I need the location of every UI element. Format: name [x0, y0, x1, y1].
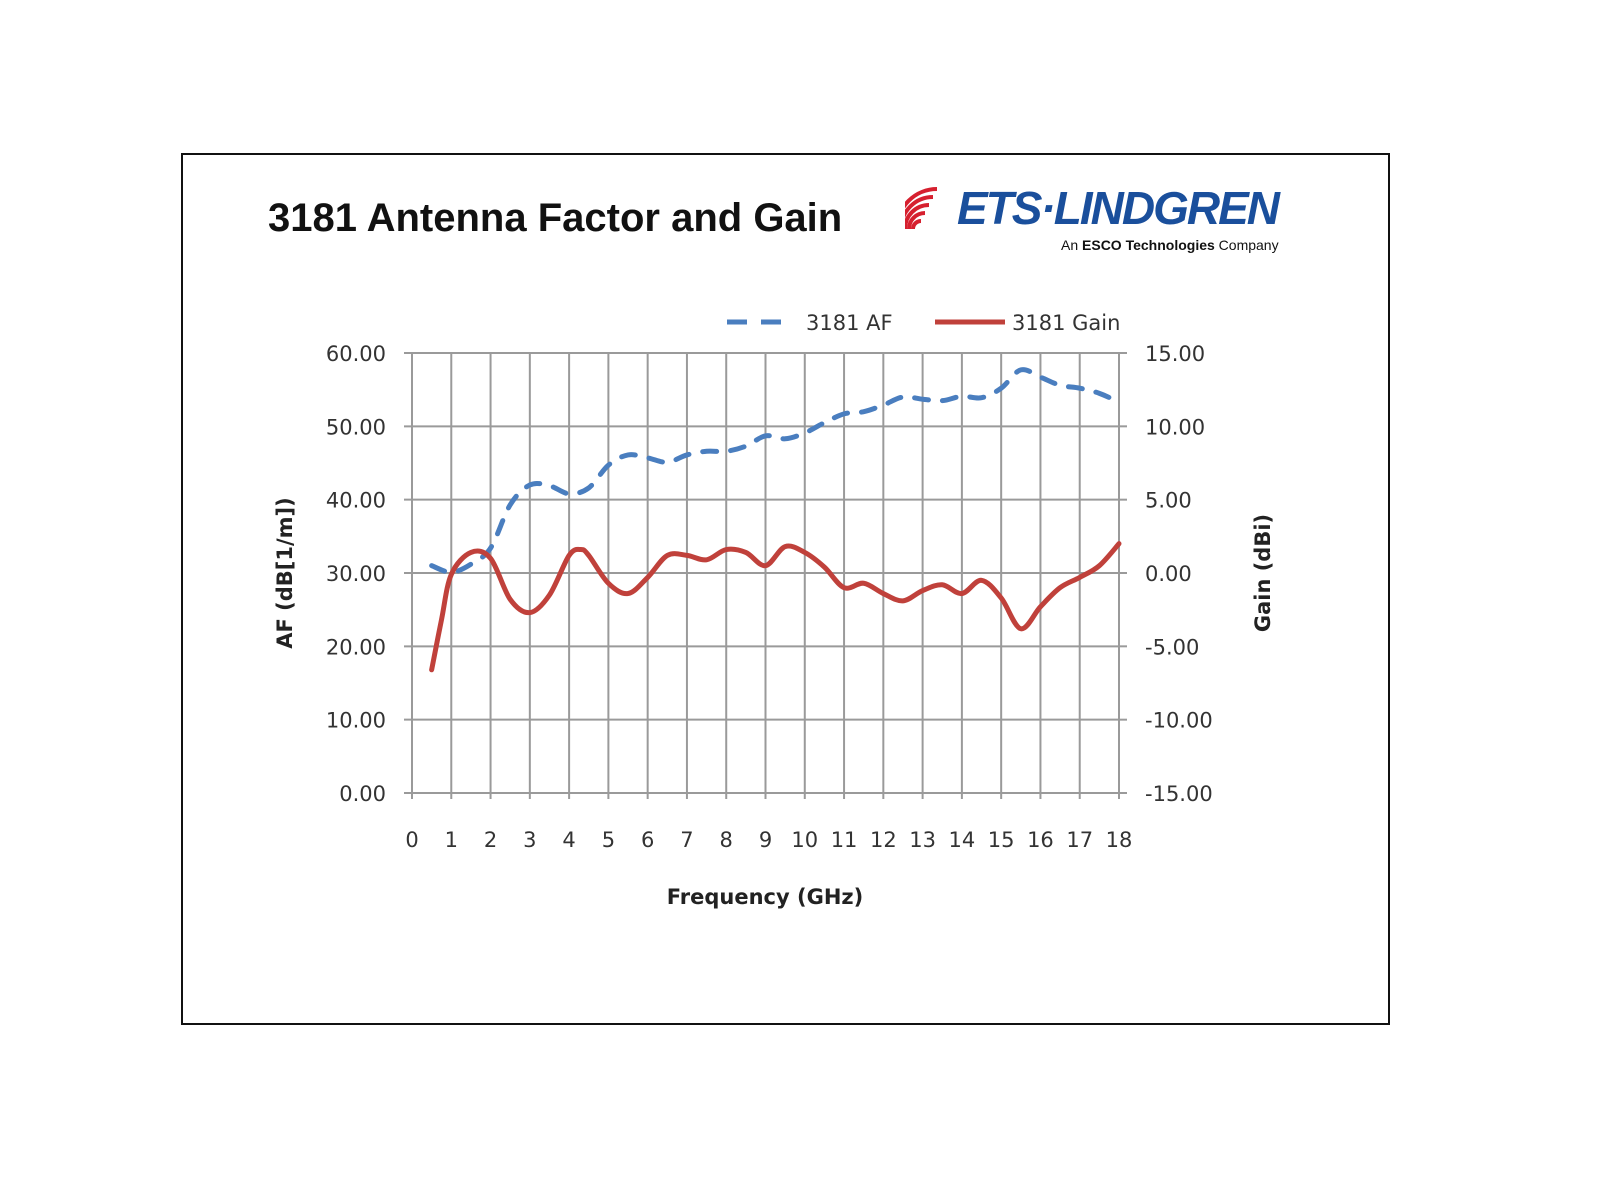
y-tick-label: 20.00 [326, 635, 386, 659]
x-tick-label: 12 [870, 828, 897, 852]
y2-tick-label: 15.00 [1145, 342, 1205, 366]
y2-tick-label: 5.00 [1145, 489, 1192, 513]
x-tick-label: 9 [759, 828, 772, 852]
x-tick-label: 14 [949, 828, 976, 852]
y-tick-label: 50.00 [326, 415, 386, 439]
y-tick-label: 30.00 [326, 562, 386, 586]
y2-tick-label: 0.00 [1145, 562, 1192, 586]
signal-waves-icon [905, 187, 938, 230]
logo-tagline-prefix: An [1061, 237, 1083, 253]
x-tick-label: 5 [602, 828, 615, 852]
y2-tick-label: -15.00 [1145, 782, 1213, 806]
y-tick-label: 40.00 [326, 489, 386, 513]
logo-tagline: An ESCO Technologies Company [1061, 237, 1279, 253]
y-tick-label: 60.00 [326, 342, 386, 366]
x-tick-label: 13 [909, 828, 936, 852]
chart-title: 3181 Antenna Factor and Gain [268, 196, 843, 240]
logo-tagline-suffix: Company [1214, 237, 1279, 253]
legend-gain-label: 3181 Gain [1012, 311, 1120, 335]
af-series-line [429, 367, 1122, 575]
gain-series-line [429, 541, 1122, 673]
logo-tagline-company: ESCO Technologies [1082, 237, 1215, 253]
y2-tick-label: -10.00 [1145, 709, 1213, 733]
x-tick-label: 8 [720, 828, 733, 852]
y2-tick-label: -5.00 [1145, 635, 1199, 659]
x-tick-label: 11 [831, 828, 858, 852]
x-tick-label: 17 [1066, 828, 1093, 852]
logo-wordmark: ETS·LINDGREN [957, 182, 1280, 234]
legend-af-label: 3181 AF [806, 311, 893, 335]
x-tick-label: 10 [791, 828, 818, 852]
x-tick-label: 7 [680, 828, 693, 852]
x-tick-label: 0 [405, 828, 418, 852]
chart-frame [181, 153, 1390, 1025]
x-tick-label: 16 [1027, 828, 1054, 852]
x-tick-label: 18 [1106, 828, 1133, 852]
x-tick-label: 15 [988, 828, 1015, 852]
x-tick-label: 1 [445, 828, 458, 852]
y2-tick-label: 10.00 [1145, 415, 1205, 439]
x-tick-label: 3 [523, 828, 536, 852]
y2-axis-label: Gain (dBi) [1251, 514, 1275, 632]
y-tick-label: 10.00 [326, 709, 386, 733]
ets-lindgren-logo: ETS·LINDGREN An ESCO Technologies Compan… [905, 183, 1325, 263]
y-axis-label: AF (dB[1/m]) [273, 497, 297, 649]
x-tick-label: 6 [641, 828, 654, 852]
x-axis-label: Frequency (GHz) [667, 885, 863, 909]
x-tick-label: 4 [562, 828, 575, 852]
x-tick-label: 2 [484, 828, 497, 852]
y-tick-label: 0.00 [339, 782, 386, 806]
